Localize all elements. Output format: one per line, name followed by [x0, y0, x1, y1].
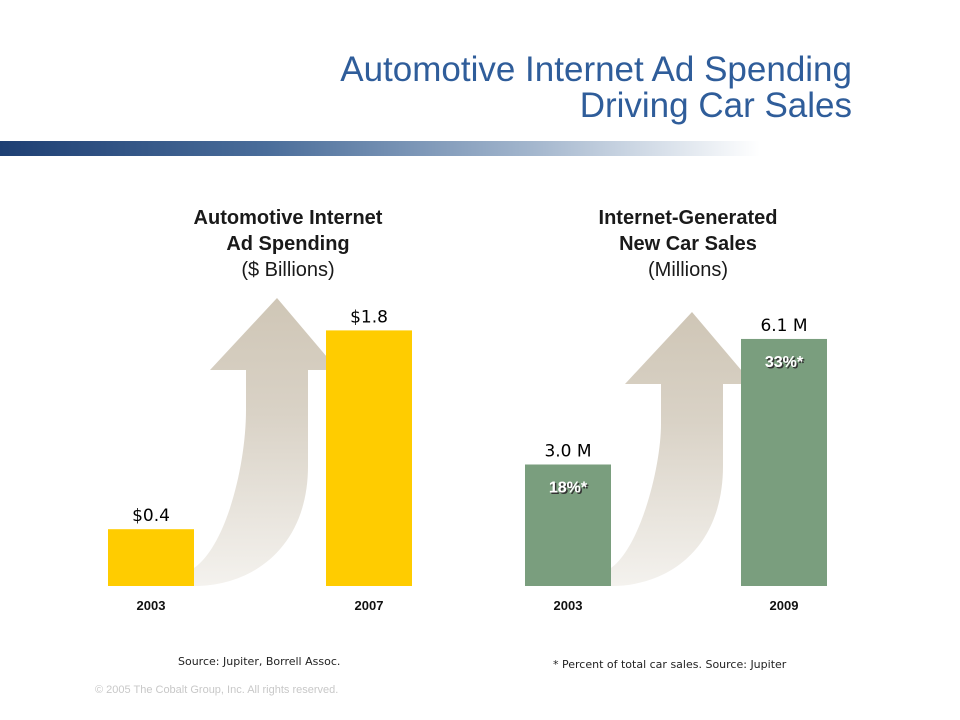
tick-label: 2003	[137, 598, 166, 613]
chart2-heading: Internet-Generated New Car Sales (Millio…	[538, 205, 838, 283]
value-label: $1.8	[350, 307, 388, 327]
bar-2007	[326, 330, 412, 586]
tick-label: 2003	[554, 598, 583, 613]
growth-arrow	[611, 312, 753, 586]
tick-label: 2009	[770, 598, 799, 613]
value-label: $0.4	[132, 506, 170, 526]
chart1-source: Source: Jupiter, Borrell Assoc.	[178, 655, 341, 668]
value-label: 3.0 M	[544, 442, 591, 462]
bar-2003	[525, 464, 611, 586]
title-line-2: Driving Car Sales	[579, 86, 852, 125]
chart1-plot: $0.4 2003 $1.8 2007	[108, 298, 412, 613]
bar-2009	[741, 338, 827, 586]
chart1-title: Automotive Internet Ad Spending	[193, 207, 383, 255]
copyright-text: © 2005 The Cobalt Group, Inc. All rights…	[95, 684, 339, 696]
page-title: Automotive Internet Ad Spending Driving …	[340, 52, 852, 124]
growth-arrow	[194, 298, 338, 586]
value-label: 6.1 M	[760, 316, 807, 336]
percent-label: 33%*	[765, 354, 804, 371]
chart2-footnote: * Percent of total car sales. Source: Ju…	[553, 658, 787, 671]
percent-label: 18%*	[549, 480, 588, 497]
tick-label: 2007	[355, 598, 384, 613]
chart2-unit: (Millions)	[648, 259, 728, 281]
chart1-unit: ($ Billions)	[241, 259, 335, 281]
title-line-1: Automotive Internet Ad Spending	[340, 50, 852, 89]
title-gradient-bar	[0, 141, 760, 156]
chart1-heading: Automotive Internet Ad Spending ($ Billi…	[138, 205, 438, 283]
chart2-plot: 3.0 M 2003 18%* 6.1 M 2009 33%*	[525, 312, 827, 613]
chart2-title: Internet-Generated New Car Sales	[598, 207, 778, 255]
bar-2003	[108, 529, 194, 586]
